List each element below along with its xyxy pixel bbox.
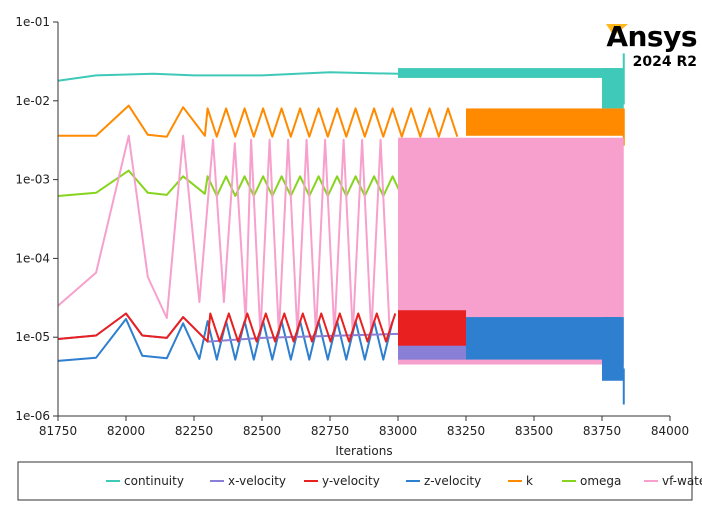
y-tick-label: 1e-06 [15,409,50,423]
x-tick-label: 81750 [39,424,77,438]
series-k [58,104,625,146]
legend-item-continuity: continuity [106,474,184,488]
legend-label-x-velocity: x-velocity [228,474,286,488]
legend-item-vf-water: vf-water [644,474,702,488]
legend-label-y-velocity: y-velocity [322,474,380,488]
y-tick-label: 1e-03 [15,173,50,187]
x-ticks: 81750 82000 82250 82500 82750 83000 83250 83500… [39,416,689,438]
series-line-y-velocity [57,312,397,343]
x-tick-label: 82000 [107,424,145,438]
legend-item-y-velocity: y-velocity [304,474,380,488]
series-band-k [466,108,624,136]
plot-area [57,53,625,405]
x-tick-label: 84000 [651,424,689,438]
legend-frame [17,461,693,501]
legend-label-vf-water: vf-water [662,474,702,488]
series-band-continuity [398,68,622,78]
y-tick-label: 1e-04 [15,251,50,265]
x-tick-label: 82500 [243,424,281,438]
x-tick-label: 82750 [311,424,349,438]
x-tick-label: 83500 [515,424,553,438]
legend-label-omega: omega [580,474,621,488]
legend-item-omega: omega [562,474,621,488]
axes [57,22,670,417]
y-ticks: 1e-01 1e-02 1e-03 1e-04 1e-05 1e-06 [15,15,58,423]
brand-logo: Ansys 2024 R2 [606,20,698,70]
legend-items: continuity x-velocity y-velocity z-velocity… [106,474,702,488]
series-y-velocity [57,310,466,346]
legend-label-z-velocity: z-velocity [424,474,481,488]
legend-label-continuity: continuity [124,474,184,488]
y-tick-label: 1e-02 [15,94,50,108]
brand-accent-mark [606,24,628,36]
x-tick-label: 82250 [175,424,213,438]
series-line-k [58,104,459,138]
legend-label-k: k [526,474,533,488]
y-tick-label: 1e-01 [15,15,50,29]
x-tick-label: 83750 [583,424,621,438]
series-line-z-velocity [57,318,394,362]
x-tick-label: 83250 [447,424,485,438]
x-tick-label: 83000 [379,424,417,438]
series-tail-continuity [602,68,624,109]
series-tail-z-velocity [602,317,624,381]
series-band-y-velocity [398,310,466,346]
legend-item-z-velocity: z-velocity [406,474,481,488]
series-line-vf-water [57,134,391,335]
legend-item-x-velocity: x-velocity [210,474,286,488]
x-axis-title: Iterations [335,444,392,458]
brand-version: 2024 R2 [633,54,697,70]
series-continuity [57,53,625,109]
legend-item-k: k [508,474,533,488]
brand-name: Ansys [606,20,697,53]
legend: continuity x-velocity y-velocity z-velocity… [17,461,702,501]
y-tick-label: 1e-05 [15,330,50,344]
